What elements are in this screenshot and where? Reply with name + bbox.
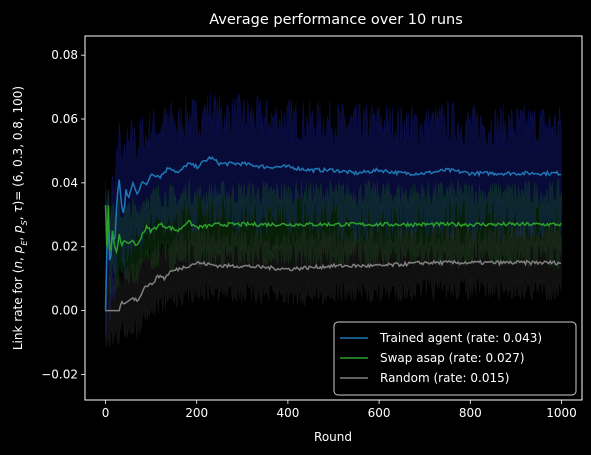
series-lines [104,155,562,312]
series-line-0 [104,155,562,311]
legend-entry-0: Trained agent (rate: 0.043) [379,331,542,345]
legend-box [333,321,577,396]
y-tick-label: 0.08 [51,48,78,62]
legend-entry-2: Random (rate: 0.015) [380,371,509,385]
y-tick-label: 0.02 [51,240,78,254]
legend-entry-1: Swap asap (rate: 0.027) [380,351,525,365]
x-axis-label: Round [314,430,352,444]
series-bands [105,91,562,348]
legend: Trained agent (rate: 0.043) Swap asap (ra… [333,321,577,396]
plot-frame [84,35,583,401]
x-tick-label: 800 [459,406,482,420]
series-band-0 [105,91,562,338]
x-tick-label: 200 [185,406,208,420]
x-tick-label: 0 [102,406,110,420]
y-tick-label: 0.04 [51,176,78,190]
series-band-1 [105,178,562,295]
series-line-2 [105,259,562,312]
y-tick-label: 0.06 [51,112,78,126]
y-tick-label: 0.00 [51,304,78,318]
series-band-2 [105,224,562,348]
x-tick-label: 400 [276,406,299,420]
x-tick-label: 600 [368,406,391,420]
x-tick-label: 1000 [546,406,577,420]
x-axis-ticks: 0 200 400 600 800 1000 [102,400,577,420]
y-axis-ticks: −0.02 0.00 0.02 0.04 0.06 0.08 [41,48,85,381]
series-line-1 [104,205,562,255]
y-tick-label: −0.02 [41,367,78,381]
y-axis-label: Link rate for (n, pE, pS, τ)= (6, 0.3, 0… [11,86,29,350]
chart-title: Average performance over 10 runs [209,12,463,28]
